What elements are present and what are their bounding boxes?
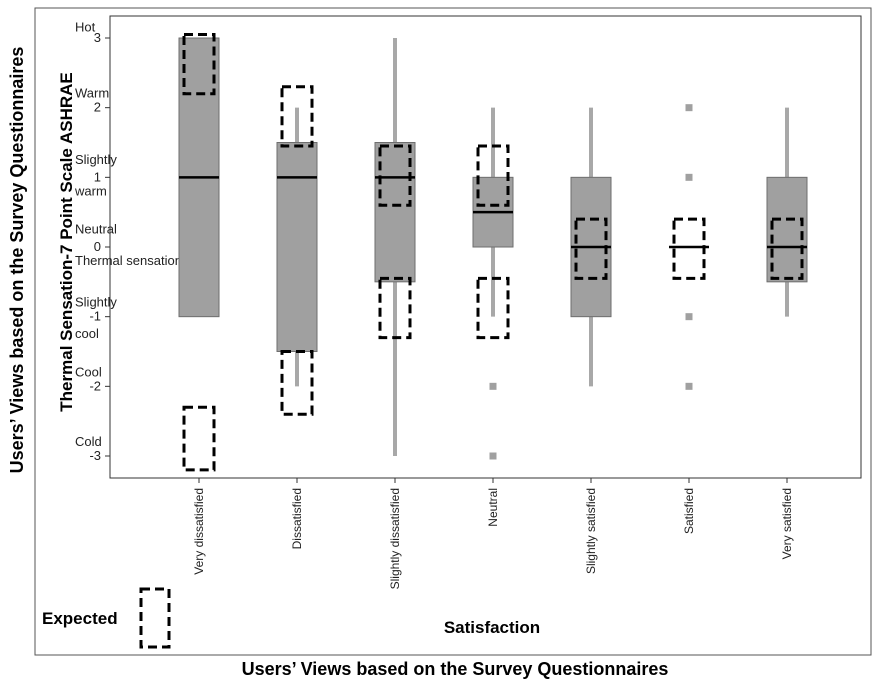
y-tick-label: 0 <box>94 239 101 254</box>
scale-label: Slightly <box>75 295 117 310</box>
outer-x-title: Users’ Views based on the Survey Questio… <box>242 659 669 679</box>
x-tick-label: Dissatisfied <box>290 488 304 549</box>
scale-label: warm <box>74 183 107 198</box>
outlier-point <box>490 383 497 390</box>
outlier-point <box>686 313 693 320</box>
y-tick-label: -1 <box>89 309 101 324</box>
y-tick-label: 2 <box>94 100 101 115</box>
scale-label: Hot <box>75 20 96 35</box>
scale-label: Warm <box>75 86 109 101</box>
x-tick-label: Neutral <box>486 488 500 527</box>
y-axis-title: Thermal Sensation-7 Point Scale ASHRAE <box>57 72 76 411</box>
scale-label: Cool <box>75 364 102 379</box>
outlier-point <box>686 383 693 390</box>
y-tick-label: -2 <box>89 378 101 393</box>
x-tick-label: Slightly satisfied <box>584 488 598 574</box>
x-tick-label: Slightly dissatisfied <box>388 488 402 589</box>
outer-y-title: Users’ Views based on the Survey Questio… <box>7 47 27 474</box>
x-tick-label: Satisfied <box>682 488 696 534</box>
y-tick-label: 1 <box>94 169 101 184</box>
scale-label: Slightly <box>75 152 117 167</box>
scale-label: Thermal sensation <box>75 253 182 268</box>
outlier-point <box>686 104 693 111</box>
scale-label: cool <box>75 326 99 341</box>
x-axis-title: Satisfaction <box>444 618 540 637</box>
outlier-point <box>686 174 693 181</box>
scale-label: Cold <box>75 434 102 449</box>
legend-label: Expected <box>42 609 118 628</box>
x-tick-label: Very satisfied <box>780 488 794 559</box>
y-tick-label: -3 <box>89 448 101 463</box>
box <box>277 143 317 352</box>
outlier-point <box>490 453 497 460</box>
x-tick-label: Very dissatisfied <box>192 488 206 575</box>
scale-label: Neutral <box>75 222 117 237</box>
